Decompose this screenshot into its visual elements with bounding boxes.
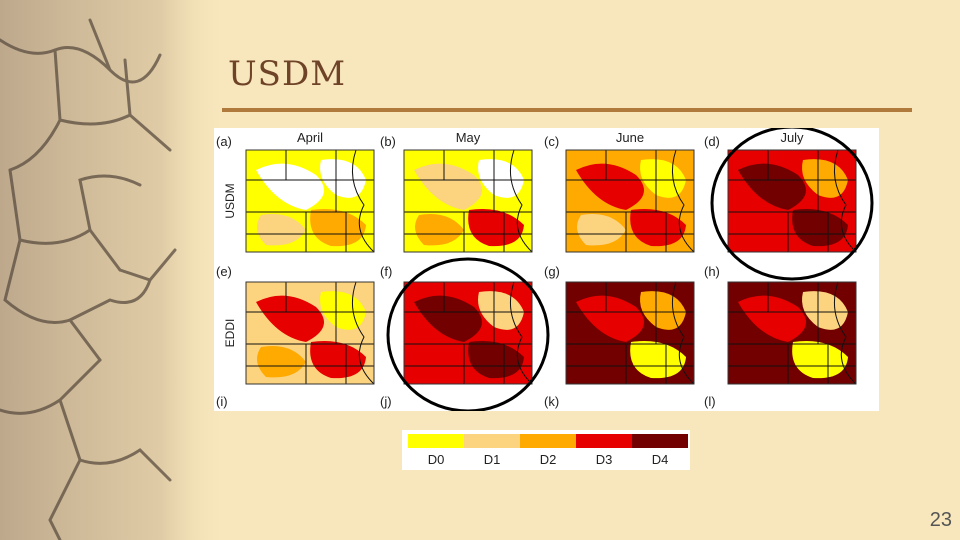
map-frame <box>245 281 375 385</box>
highlight-circle <box>710 128 874 281</box>
map-region <box>802 291 848 330</box>
panel-letter: (h) <box>704 264 720 279</box>
title-divider <box>222 108 912 112</box>
map-region <box>738 295 806 342</box>
map-region <box>577 214 626 246</box>
legend-swatch <box>576 434 632 448</box>
map-region <box>640 159 686 198</box>
map-region <box>577 346 626 378</box>
legend-label: D3 <box>596 452 613 467</box>
river-border <box>351 149 375 253</box>
map-region <box>257 346 306 378</box>
panel-letter: (e) <box>216 264 232 279</box>
river-border <box>351 281 375 385</box>
legend-swatch <box>520 434 576 448</box>
panel-letter: (c) <box>544 134 559 149</box>
drought-map-grid: April May June July USDM EDDI (a) (b) (c) (d) (e) (… <box>216 128 874 411</box>
panel-letter: (i) <box>216 394 228 409</box>
panel-letter: (a) <box>216 134 232 149</box>
map-region <box>576 163 644 210</box>
legend-label: D0 <box>428 452 445 467</box>
map-region <box>414 295 482 342</box>
map-region <box>478 159 524 198</box>
map-frame <box>565 149 695 253</box>
map-region <box>792 209 848 247</box>
column-label: July <box>780 130 804 145</box>
legend-label: D4 <box>652 452 669 467</box>
map-panel <box>565 149 695 253</box>
map-region <box>478 291 524 330</box>
column-label: April <box>297 130 323 145</box>
river-border <box>509 281 533 385</box>
highlight-circle <box>386 257 550 411</box>
map-region <box>468 209 524 247</box>
map-region <box>738 163 806 210</box>
legend-swatch <box>408 434 464 448</box>
panel-letter: (k) <box>544 394 559 409</box>
slide-title: USDM <box>228 54 347 94</box>
map-frame <box>403 281 533 385</box>
cracked-earth-background <box>0 0 230 540</box>
map-region <box>320 291 366 330</box>
map-region <box>257 214 306 246</box>
map-panel <box>727 281 857 385</box>
river-border <box>833 149 857 253</box>
map-region <box>576 295 644 342</box>
map-region <box>630 341 686 379</box>
map-region <box>739 214 788 246</box>
map-region <box>802 159 848 198</box>
legend-swatches: D0 D1 D2 D3 D4 <box>408 434 688 467</box>
map-region <box>415 346 464 378</box>
map-region <box>415 214 464 246</box>
slide-number: 23 <box>929 509 952 531</box>
map-frame <box>565 281 695 385</box>
panel-letter: (d) <box>704 134 720 149</box>
map-frame <box>403 149 533 253</box>
panel-letter: (b) <box>380 134 396 149</box>
map-region <box>792 341 848 379</box>
map-region <box>256 295 324 342</box>
river-border <box>509 149 533 253</box>
map-region <box>256 163 324 210</box>
river-border <box>671 281 695 385</box>
drought-map-figure: April May June July USDM EDDI (a) (b) (c) (d) (e) (… <box>214 128 879 411</box>
map-region <box>310 209 366 247</box>
map-region <box>320 159 366 198</box>
map-panel <box>565 281 695 385</box>
drought-legend: D0 D1 D2 D3 D4 <box>402 430 690 470</box>
map-frame <box>727 149 857 253</box>
map-panel <box>727 149 857 253</box>
map-panel <box>403 149 533 253</box>
map-frame <box>727 281 857 385</box>
map-region <box>640 291 686 330</box>
map-region <box>310 341 366 379</box>
row-label: USDM <box>223 183 237 218</box>
column-label: May <box>456 130 481 145</box>
river-border <box>671 149 695 253</box>
legend-label: D2 <box>540 452 557 467</box>
panel-letter: (g) <box>544 264 560 279</box>
map-panel <box>245 149 375 253</box>
panel-letter: (j) <box>380 394 392 409</box>
river-border <box>833 281 857 385</box>
map-region <box>414 163 482 210</box>
column-label: June <box>616 130 644 145</box>
map-frame <box>245 149 375 253</box>
map-panel <box>403 281 533 385</box>
map-region <box>630 209 686 247</box>
map-region <box>468 341 524 379</box>
panel-letter: (l) <box>704 394 716 409</box>
legend-swatch <box>464 434 520 448</box>
panel-letter: (f) <box>380 264 392 279</box>
map-region <box>739 346 788 378</box>
map-panel <box>245 281 375 385</box>
legend-label: D1 <box>484 452 501 467</box>
row-label: EDDI <box>223 319 237 348</box>
legend-swatch <box>632 434 688 448</box>
